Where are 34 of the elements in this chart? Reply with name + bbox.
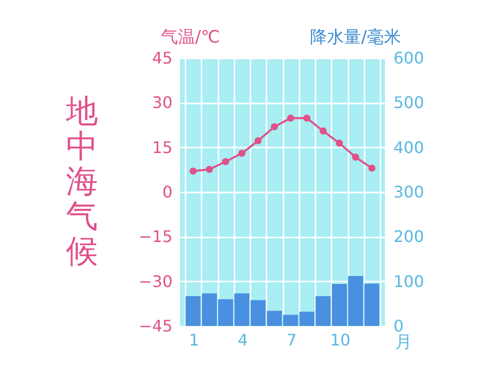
y-tick-label: −45 bbox=[138, 316, 172, 336]
point bbox=[206, 166, 213, 173]
y2-tick-label: 200 bbox=[394, 227, 424, 246]
y2-tick-label: 500 bbox=[394, 93, 424, 112]
point bbox=[190, 168, 197, 175]
y-tick-label: 0 bbox=[162, 182, 172, 202]
y-axis-title: 气温/℃ bbox=[161, 28, 220, 48]
x-axis-title: 月 bbox=[395, 332, 412, 352]
x-tick-label: 7 bbox=[286, 330, 297, 350]
y2-tick-label: 300 bbox=[394, 182, 424, 202]
text: 地中海气候 bbox=[66, 92, 98, 270]
point bbox=[368, 164, 376, 172]
x-tick-label: 1 bbox=[188, 330, 200, 350]
y2-tick-label: 600 bbox=[394, 48, 424, 68]
point bbox=[303, 114, 310, 122]
x-tick-label: 4 bbox=[238, 330, 248, 350]
y-tick-label: −15 bbox=[138, 227, 172, 246]
y2-tick-label: 400 bbox=[394, 138, 424, 157]
y2-tick-label: 0 bbox=[394, 316, 404, 336]
point bbox=[287, 114, 294, 122]
y2-axis-title: 降水量/毫米 bbox=[310, 28, 401, 48]
point bbox=[222, 158, 230, 166]
point bbox=[336, 140, 343, 147]
point bbox=[320, 127, 327, 134]
point bbox=[238, 150, 246, 157]
point bbox=[352, 154, 360, 161]
y-tick-label: −30 bbox=[138, 272, 172, 291]
y-tick-label: 30 bbox=[152, 93, 172, 112]
x-tick-label: 10 bbox=[330, 330, 350, 350]
point bbox=[270, 123, 278, 130]
y2-tick-label: 100 bbox=[394, 272, 424, 291]
y-tick-label: 45 bbox=[152, 48, 172, 68]
y-tick-label: 15 bbox=[152, 138, 172, 157]
point bbox=[254, 137, 262, 144]
